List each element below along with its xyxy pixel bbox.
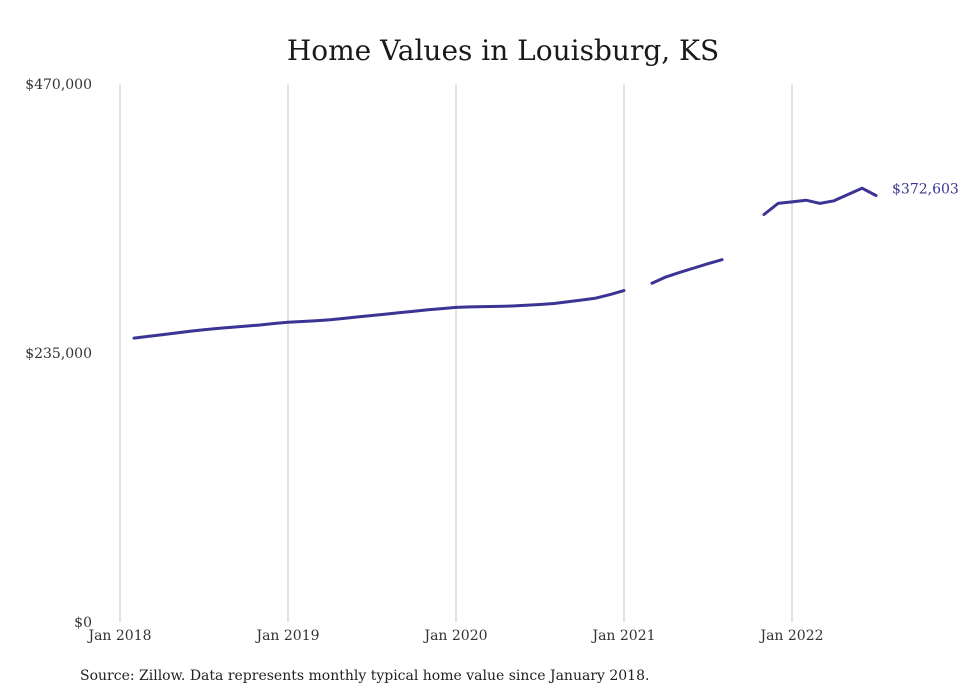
end-value-label: $372,603 [892, 181, 959, 197]
series-line-segment-0 [132, 289, 626, 340]
gridlines [119, 84, 793, 622]
y-axis: $0 $235,000 $470,000 [25, 77, 92, 631]
y-tick-label: $0 [74, 615, 92, 631]
x-tick-label: Jan 2018 [86, 628, 151, 644]
series-line-segment-2 [762, 186, 878, 216]
series-line-segment-1 [650, 258, 724, 285]
x-axis: Jan 2018 Jan 2019 Jan 2020 Jan 2021 Jan 2022 [86, 628, 823, 644]
source-note: Source: Zillow. Data represents monthly … [80, 668, 650, 684]
x-tick-label: Jan 2022 [758, 628, 823, 644]
y-tick-label: $470,000 [25, 77, 92, 93]
x-tick-label: Jan 2020 [422, 628, 487, 644]
chart-title: Home Values in Louisburg, KS [287, 34, 719, 67]
series-home-values [132, 186, 878, 340]
y-tick-label: $235,000 [25, 346, 92, 362]
x-tick-label: Jan 2021 [590, 628, 655, 644]
x-tick-label: Jan 2019 [254, 628, 319, 644]
